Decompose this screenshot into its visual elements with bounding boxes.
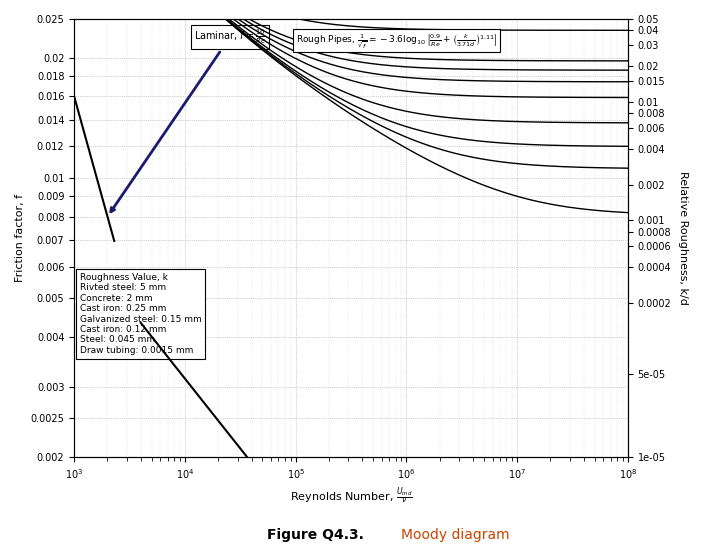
- Y-axis label: Relative Roughness, k/d: Relative Roughness, k/d: [678, 171, 688, 305]
- Text: Smooth Pipes, $f = 0.079Re^{-0.35}$: Smooth Pipes, $f = 0.079Re^{-0.35}$: [0, 549, 1, 550]
- Y-axis label: Friction factor, f: Friction factor, f: [15, 194, 25, 282]
- Text: Roughness Value, k
Rivted steel: 5 mm
Concrete: 2 mm
Cast iron: 0.25 mm
Galvaniz: Roughness Value, k Rivted steel: 5 mm Co…: [79, 273, 202, 355]
- Text: Rough Pipes, $\frac{1}{\sqrt{f}} = -3.6 \log_{10}\left[\frac{0.9}{Re} + \left(\f: Rough Pipes, $\frac{1}{\sqrt{f}} = -3.6 …: [296, 32, 498, 50]
- X-axis label: Reynolds Number, $\frac{U_{md}}{\nu}$: Reynolds Number, $\frac{U_{md}}{\nu}$: [290, 486, 413, 508]
- Text: Moody diagram: Moody diagram: [401, 528, 510, 542]
- Text: Laminar, $f = \frac{16}{Re}$: Laminar, $f = \frac{16}{Re}$: [111, 28, 266, 212]
- Text: Figure Q4.3.: Figure Q4.3.: [267, 528, 364, 542]
